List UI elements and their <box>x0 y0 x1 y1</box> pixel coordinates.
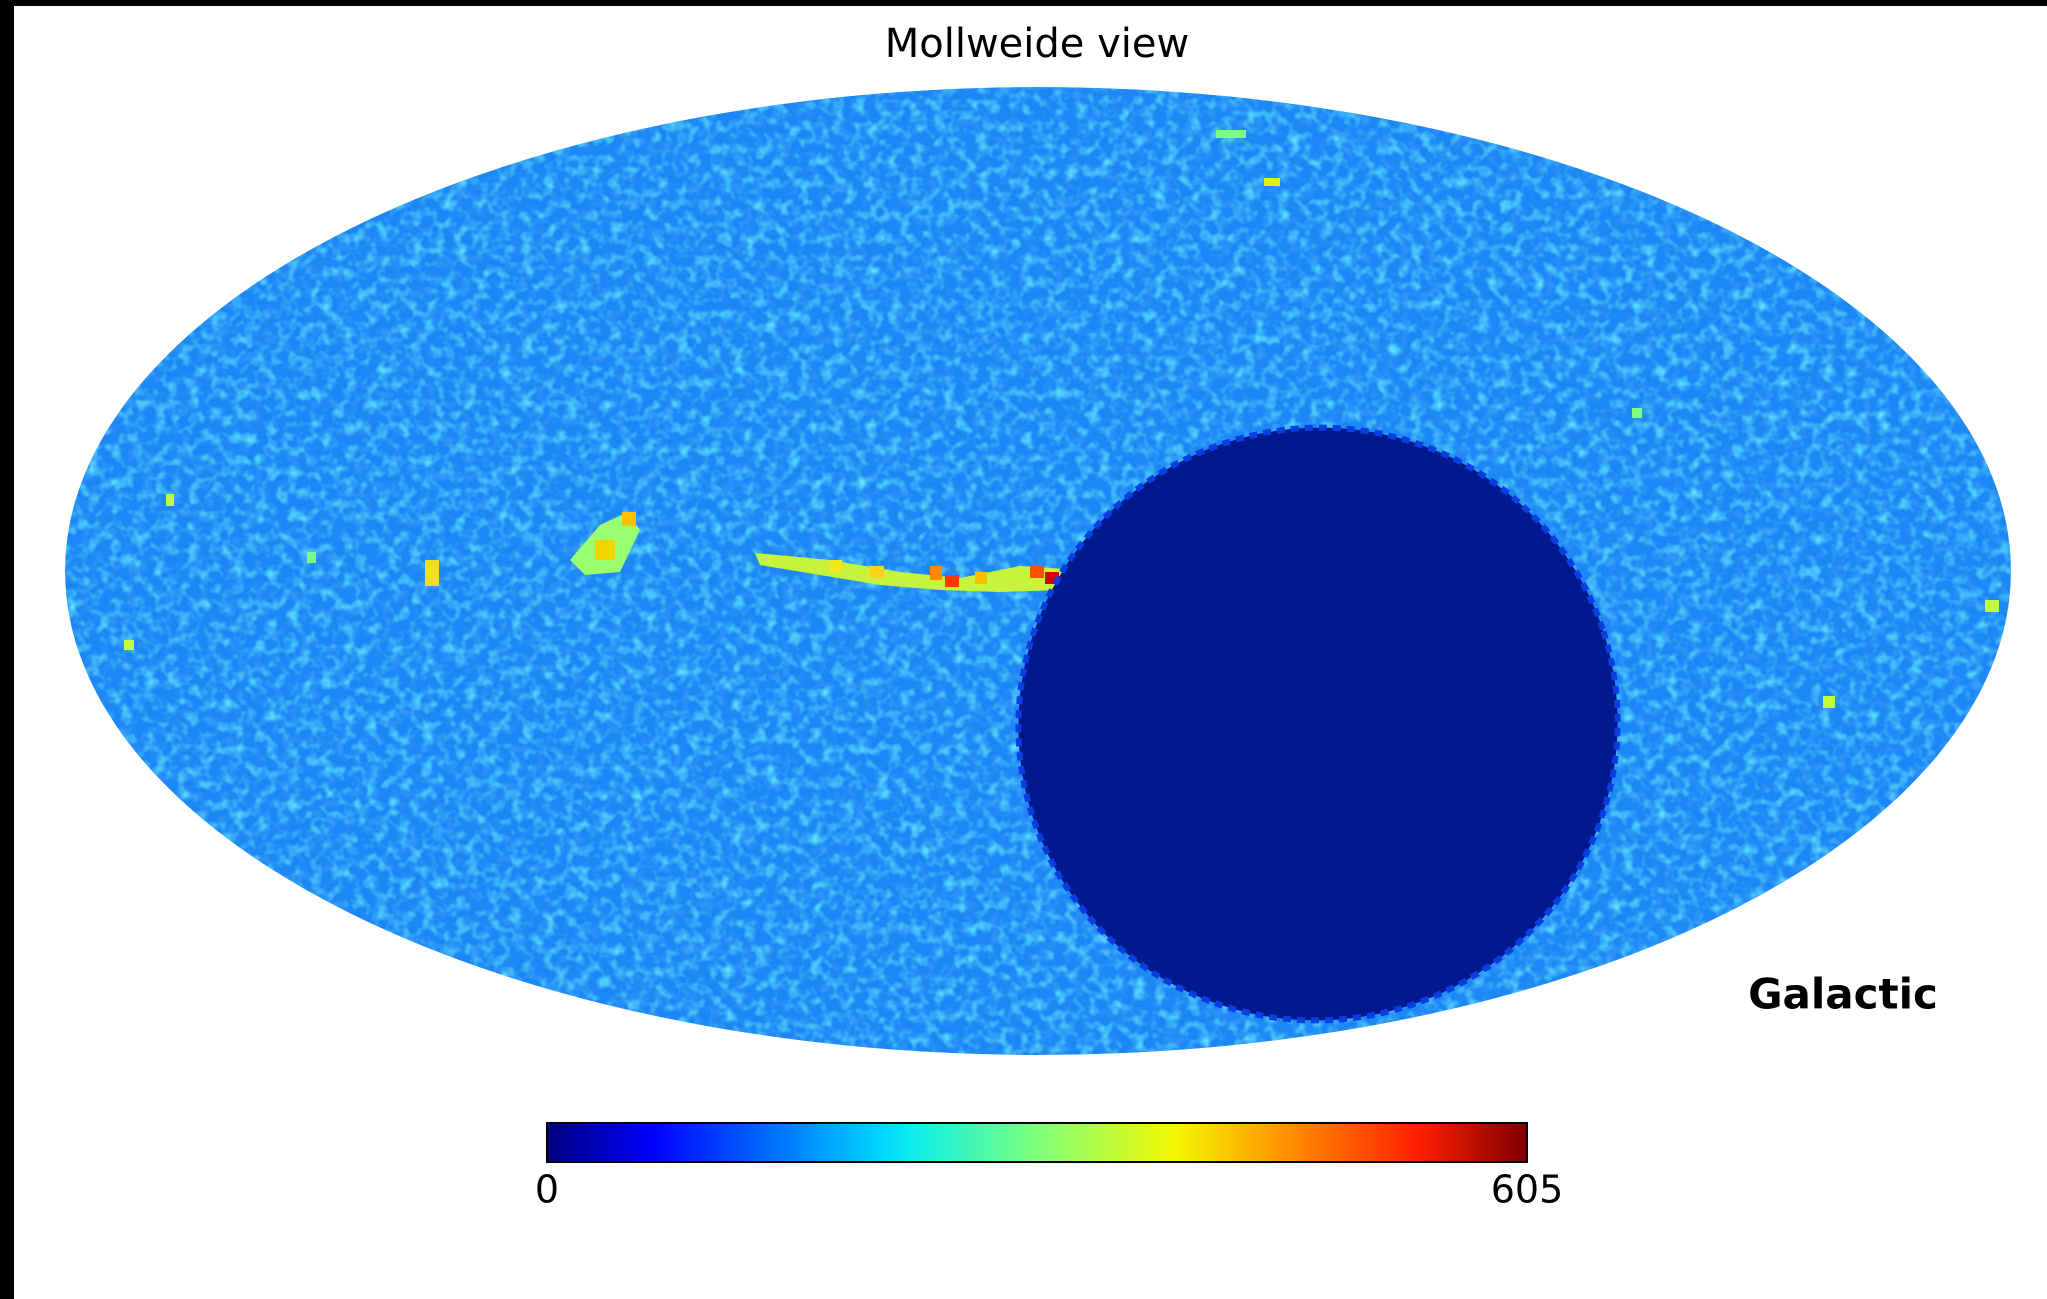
page: {"title": "Mollweide view", "coord_label… <box>0 0 2047 1299</box>
figure: Mollweide view Galactic 0 605 <box>0 0 2047 1299</box>
coordinate-label: Galactic <box>1748 970 1938 1019</box>
colorbar-tick-label: 605 <box>1491 1168 1564 1212</box>
colorbar-tick-label: 0 <box>535 1168 559 1212</box>
frame <box>0 0 2047 6</box>
map-title: Mollweide view <box>885 21 1189 67</box>
frame <box>0 0 14 1299</box>
colorbar <box>547 1123 1527 1162</box>
colorbar-ticks: 0 605 <box>535 1156 1563 1212</box>
sky-map <box>60 80 2020 1098</box>
